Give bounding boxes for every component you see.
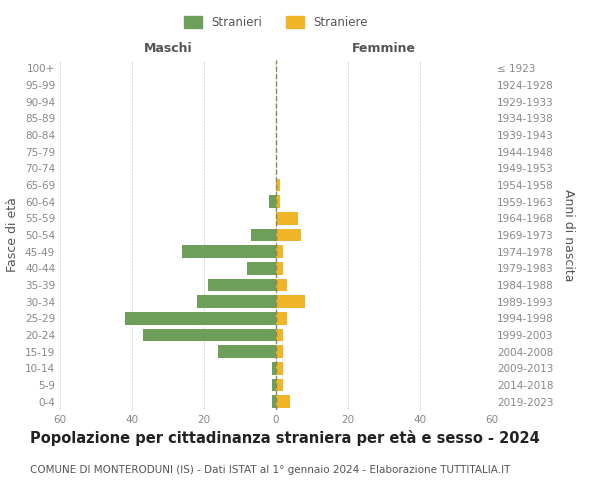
- Bar: [218, 346, 276, 358]
- Bar: [276, 362, 283, 374]
- Bar: [276, 196, 280, 208]
- Bar: [276, 346, 283, 358]
- Bar: [276, 396, 290, 408]
- Bar: [276, 212, 298, 224]
- Bar: [276, 296, 305, 308]
- Bar: [276, 312, 287, 324]
- Legend: Stranieri, Straniere: Stranieri, Straniere: [179, 11, 373, 34]
- Bar: [276, 329, 283, 341]
- Bar: [182, 246, 276, 258]
- Bar: [272, 379, 276, 391]
- Bar: [276, 179, 280, 192]
- Bar: [276, 262, 283, 274]
- Bar: [208, 279, 276, 291]
- Bar: [143, 329, 276, 341]
- Text: Femmine: Femmine: [352, 42, 416, 55]
- Bar: [272, 396, 276, 408]
- Y-axis label: Fasce di età: Fasce di età: [7, 198, 19, 272]
- Text: Popolazione per cittadinanza straniera per età e sesso - 2024: Popolazione per cittadinanza straniera p…: [30, 430, 540, 446]
- Bar: [125, 312, 276, 324]
- Bar: [276, 279, 287, 291]
- Bar: [276, 229, 301, 241]
- Bar: [276, 246, 283, 258]
- Bar: [269, 196, 276, 208]
- Y-axis label: Anni di nascita: Anni di nascita: [562, 188, 575, 281]
- Text: Maschi: Maschi: [143, 42, 193, 55]
- Bar: [247, 262, 276, 274]
- Bar: [197, 296, 276, 308]
- Bar: [251, 229, 276, 241]
- Bar: [272, 362, 276, 374]
- Bar: [276, 379, 283, 391]
- Text: COMUNE DI MONTERODUNI (IS) - Dati ISTAT al 1° gennaio 2024 - Elaborazione TUTTIT: COMUNE DI MONTERODUNI (IS) - Dati ISTAT …: [30, 465, 511, 475]
